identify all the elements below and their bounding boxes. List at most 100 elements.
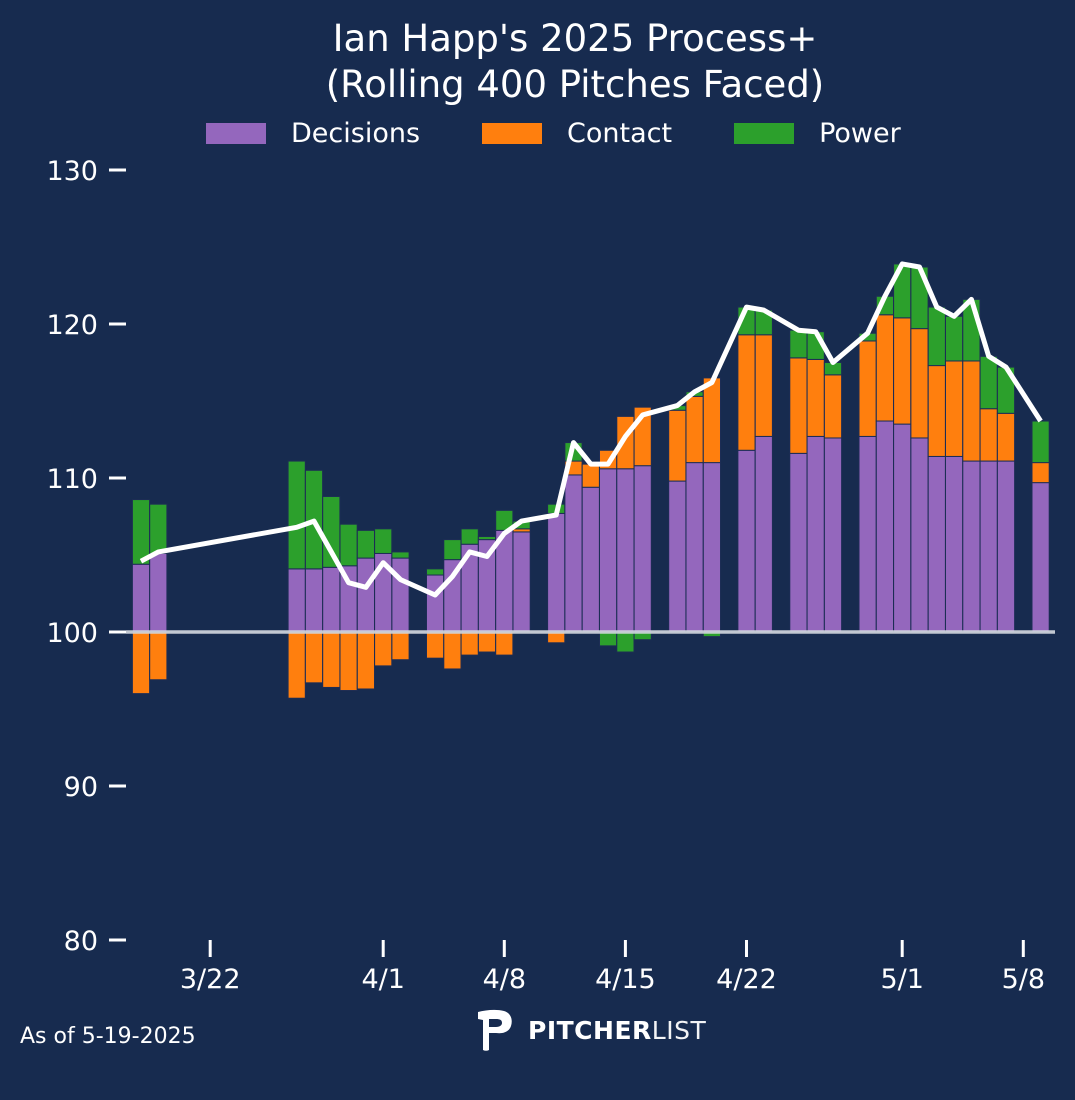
bar-contact-5-2 [910, 328, 929, 439]
bar-decisions-4-16 [633, 465, 652, 633]
bar-decisions-4-22 [737, 449, 756, 633]
bar-power-5-3 [927, 306, 946, 367]
bar-power-4-15 [616, 631, 635, 653]
bar-power-4-6 [460, 528, 479, 545]
y-axis: 80 90 100 110 120 130 [46, 156, 126, 957]
chart-title: Ian Happ's 2025 Process+ [332, 17, 818, 60]
bar-decisions-5-2 [910, 437, 929, 633]
bar-decisions-4-18 [668, 480, 687, 633]
bar-contact-4-7 [477, 631, 497, 653]
bar-contact-4-1 [374, 631, 393, 667]
bar-decisions-4-19 [685, 462, 704, 633]
bar-contact-5-7 [996, 412, 1016, 462]
bar-contact-3-31 [356, 631, 375, 690]
bar-decisions-4-27 [823, 437, 843, 633]
logo-text-bold: PITCHER [528, 1015, 652, 1045]
y-tick-label: 90 [64, 772, 98, 803]
bar-contact-4-5 [443, 631, 462, 670]
bar-power-3-31 [356, 529, 375, 559]
as-of-date: As of 5-19-2025 [20, 1024, 196, 1049]
bar-decisions-3-18 [131, 563, 151, 633]
x-axis: 3/22 4/1 4/8 4/15 4/22 5/1 5/8 [180, 940, 1045, 995]
bar-decisions-3-31 [356, 557, 375, 633]
bar-power-3-19 [149, 503, 168, 554]
bar-decisions-4-2 [391, 557, 410, 633]
x-tick-label: 5/1 [880, 964, 923, 995]
logo-text-light: LIST [651, 1015, 707, 1045]
bar-decisions-4-9 [512, 531, 531, 633]
bar-decisions-5-1 [893, 423, 912, 633]
bar-contact-4-26 [806, 358, 825, 437]
x-tick-label: 4/15 [595, 964, 656, 995]
bar-decisions-5-7 [996, 460, 1016, 633]
bar-power-5-9 [1031, 420, 1050, 464]
bar-contact-3-19 [149, 631, 168, 681]
bar-contact-4-27 [823, 374, 843, 439]
x-tick-label: 4/1 [361, 964, 404, 995]
bar-power-4-4 [426, 568, 445, 576]
y-tick-label: 80 [64, 926, 98, 957]
pitcherlist-logo: PITCHERLIST [476, 1008, 706, 1052]
bar-decisions-5-9 [1031, 482, 1050, 633]
legend-label-contact: Contact [567, 118, 673, 149]
y-tick-label: 100 [46, 618, 98, 649]
bar-decisions-4-26 [806, 435, 825, 633]
x-tick-label: 3/22 [180, 964, 241, 995]
bar-contact-3-28 [304, 631, 324, 684]
bar-contact-4-2 [391, 631, 410, 661]
bar-contact-3-29 [322, 631, 341, 688]
legend-swatch-contact [482, 123, 543, 144]
x-tick-label: 4/22 [716, 964, 777, 995]
bar-contact-5-1 [893, 317, 912, 425]
bar-contact-4-25 [789, 357, 808, 454]
bar-power-3-30 [339, 523, 358, 567]
bar-decisions-3-28 [304, 568, 324, 633]
bar-decisions-4-23 [754, 435, 773, 633]
bar-power-5-6 [979, 355, 998, 410]
bar-contact-4-18 [668, 409, 687, 482]
process-plus-line [139, 261, 1043, 598]
bar-contact-5-6 [979, 408, 998, 462]
bar-contact-4-20 [702, 377, 721, 464]
bar-contact-3-30 [339, 631, 358, 692]
bar-contact-3-18 [131, 631, 151, 695]
bar-decisions-3-29 [322, 566, 341, 633]
bar-contact-4-4 [426, 631, 445, 659]
legend-item-power: Power [734, 118, 901, 149]
legend-label-power: Power [819, 118, 901, 149]
bar-contact-4-23 [754, 334, 773, 437]
bar-decisions-3-19 [149, 552, 168, 633]
bar-decisions-4-13 [581, 486, 600, 633]
bar-power-4-5 [443, 539, 462, 561]
bar-decisions-4-11 [547, 512, 566, 633]
legend: Decisions Contact Power [206, 118, 963, 149]
bar-contact-5-4 [945, 360, 964, 457]
bar-contact-4-30 [875, 314, 894, 422]
legend-swatch-power [734, 123, 795, 144]
bar-decisions-5-4 [945, 455, 964, 633]
legend-item-decisions: Decisions [206, 118, 420, 149]
bar-contact-5-5 [962, 360, 981, 462]
bar-contact-4-13 [581, 463, 600, 488]
legend-label-decisions: Decisions [291, 118, 421, 149]
bar-decisions-4-25 [789, 452, 808, 633]
bar-power-4-1 [374, 528, 393, 554]
bar-decisions-3-27 [287, 568, 306, 633]
x-tick-label: 4/8 [483, 964, 526, 995]
bar-power-4-2 [391, 551, 410, 559]
bar-decisions-4-15 [616, 468, 635, 633]
bar-decisions-5-6 [979, 460, 998, 633]
bar-contact-4-6 [460, 631, 479, 656]
x-tick-label: 5/8 [1002, 964, 1045, 995]
bar-decisions-4-30 [875, 420, 894, 633]
legend-swatch-decisions [206, 123, 266, 144]
bar-contact-4-8 [495, 631, 514, 656]
bar-power-5-4 [945, 315, 964, 362]
bar-power-4-7 [477, 536, 497, 541]
bar-decisions-4-20 [702, 462, 721, 633]
bar-contact-4-29 [858, 340, 877, 437]
bar-decisions-4-29 [858, 435, 877, 633]
bar-decisions-5-3 [927, 455, 946, 633]
bar-power-3-18 [131, 499, 151, 565]
